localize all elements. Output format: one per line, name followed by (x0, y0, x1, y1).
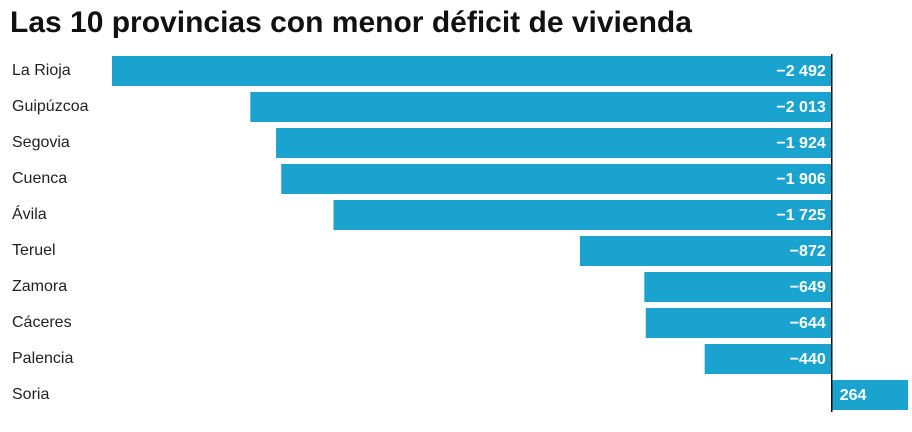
bar (112, 56, 832, 86)
category-label: Cáceres (12, 314, 72, 331)
category-label: Cuenca (12, 170, 67, 187)
value-label: −2 013 (776, 99, 825, 116)
category-label: Teruel (12, 242, 56, 259)
category-label: Soria (12, 386, 49, 403)
bar (333, 200, 832, 230)
bar (579, 236, 832, 266)
category-label: Guipúzcoa (12, 98, 89, 115)
category-label: La Rioja (12, 62, 71, 79)
bar (250, 92, 832, 122)
value-label: −1 906 (776, 171, 825, 188)
bar (831, 380, 908, 410)
bar (276, 128, 832, 158)
category-label: Zamora (12, 278, 67, 295)
value-label: −1 725 (776, 207, 825, 224)
value-label: −1 924 (776, 135, 825, 152)
value-label: 264 (840, 387, 867, 404)
category-label: Palencia (12, 350, 73, 367)
value-label: −440 (790, 351, 826, 368)
category-label: Ávila (12, 204, 47, 223)
value-label: −649 (790, 279, 826, 296)
bar (645, 308, 832, 338)
bar (704, 344, 832, 374)
category-label: Segovia (12, 134, 70, 151)
value-label: −644 (790, 315, 826, 332)
bar (644, 272, 832, 302)
value-label: −2 492 (776, 63, 825, 80)
bar (281, 164, 832, 194)
value-label: −872 (790, 243, 826, 260)
chart-title: Las 10 provincias con menor déficit de v… (10, 6, 692, 39)
